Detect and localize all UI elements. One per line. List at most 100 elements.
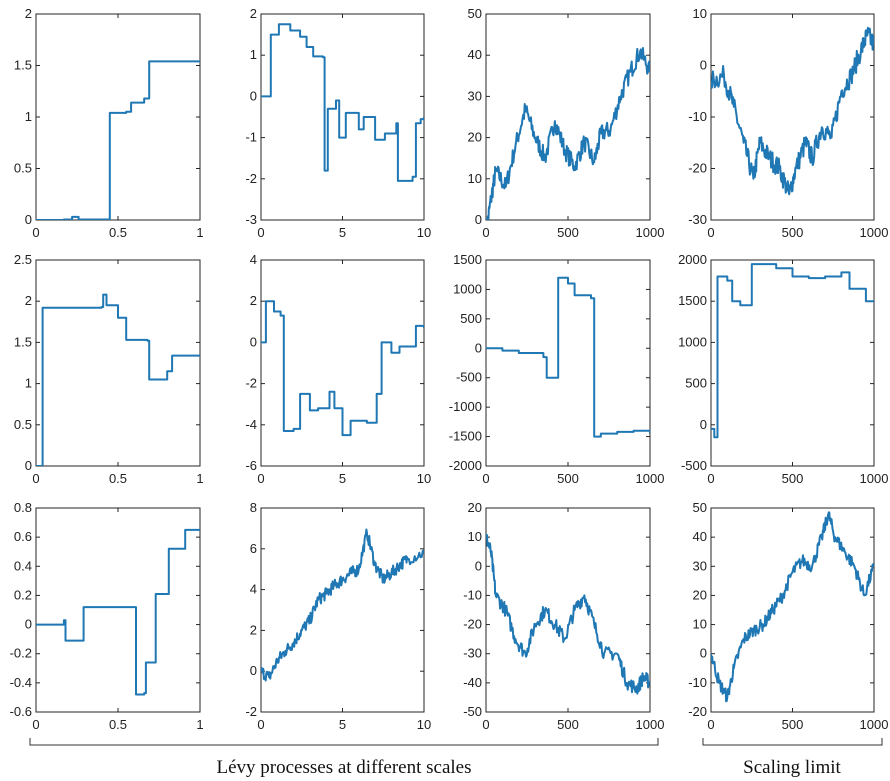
- chart-panel-7: -2000 -1500 -1000 -500 0 500 1000 1500 0 500 1000: [449, 252, 665, 486]
- x-tick-label: 10: [417, 471, 431, 486]
- y-tick-label: -10: [463, 587, 482, 602]
- bottom-brackets: [29, 738, 883, 746]
- x-tick-label: 0.5: [109, 717, 127, 732]
- x-tick-label: 1000: [636, 717, 665, 732]
- y-tick-label: 0: [250, 334, 257, 349]
- x-tick-label: 500: [557, 717, 579, 732]
- series-line: [486, 533, 650, 695]
- y-tick-label: 0.8: [14, 500, 32, 515]
- y-tick-label: -4: [245, 417, 257, 432]
- y-tick-label: 0: [475, 212, 482, 227]
- caption-scaling-limit: Scaling limit: [743, 757, 841, 778]
- y-tick-label: 40: [468, 47, 482, 62]
- y-tick-label: 10: [693, 6, 707, 21]
- y-tick-label: 1000: [453, 281, 482, 296]
- x-tick-label: 1000: [860, 471, 889, 486]
- y-tick-label: 0.5: [14, 161, 32, 176]
- y-tick-label: -2: [245, 704, 257, 719]
- y-tick-label: 0: [700, 646, 707, 661]
- chart-panel-5: 0 0.5 1 1.5 2 2.5 0 0.5 1: [14, 252, 204, 486]
- x-tick-label: 500: [557, 225, 579, 240]
- chart-panel-1: 0 0.5 1 1.5 2 0 0.5 1: [14, 6, 204, 240]
- y-tick-label: 0.6: [14, 529, 32, 544]
- x-tick-label: 1: [196, 717, 203, 732]
- y-tick-label: -20: [688, 704, 707, 719]
- plot-frame: [485, 259, 651, 467]
- x-tick-label: 0.5: [109, 225, 127, 240]
- series-line: [36, 293, 200, 466]
- y-tick-label: -20: [688, 161, 707, 176]
- y-tick-label: -50: [463, 704, 482, 719]
- chart-panel-9: -0.6 -0.4 -0.2 0 0.2 0.4 0.6 0.8 0 0.5 1: [10, 500, 204, 732]
- y-tick-label: 0: [700, 58, 707, 73]
- y-tick-label: 1000: [678, 334, 707, 349]
- caption-levy-processes: Lévy processes at different scales: [217, 757, 472, 778]
- plot-frame: [260, 507, 425, 713]
- x-tick-label: 1000: [860, 717, 889, 732]
- y-tick-label: -3: [245, 212, 257, 227]
- x-tick-label: 0: [482, 717, 489, 732]
- series-line: [711, 263, 874, 439]
- y-tick-label: 2: [250, 6, 257, 21]
- y-tick-label: -0.4: [10, 675, 32, 690]
- series-line: [486, 47, 650, 220]
- y-tick-label: -1500: [449, 429, 482, 444]
- x-tick-label: 1000: [636, 225, 665, 240]
- series-line: [36, 528, 200, 696]
- x-tick-label: 500: [782, 471, 804, 486]
- y-tick-label: 50: [468, 6, 482, 21]
- y-tick-label: 20: [693, 587, 707, 602]
- x-tick-label: 0: [32, 471, 39, 486]
- y-tick-label: -500: [681, 458, 707, 473]
- y-tick-label: 0.2: [14, 587, 32, 602]
- y-tick-label: 0: [475, 340, 482, 355]
- y-tick-label: 0: [250, 88, 257, 103]
- y-tick-label: 2: [25, 293, 32, 308]
- y-tick-label: -40: [463, 675, 482, 690]
- x-tick-label: 0: [257, 717, 264, 732]
- x-tick-label: 10: [417, 225, 431, 240]
- y-tick-label: -2: [245, 171, 257, 186]
- plot-frame: [35, 13, 201, 221]
- y-tick-label: 20: [468, 500, 482, 515]
- y-tick-label: 1500: [453, 252, 482, 267]
- plot-frame: [35, 507, 201, 713]
- y-tick-label: -1: [245, 130, 257, 145]
- y-tick-label: -10: [688, 109, 707, 124]
- y-tick-label: 2000: [678, 252, 707, 267]
- chart-panel-11: -50 -40 -30 -20 -10 0 10 20 0 500 1000: [463, 500, 664, 732]
- y-tick-label: -20: [463, 617, 482, 632]
- y-tick-label: 1.5: [14, 58, 32, 73]
- x-tick-label: 500: [782, 717, 804, 732]
- y-tick-label: 0: [25, 458, 32, 473]
- y-tick-label: 500: [460, 311, 482, 326]
- y-tick-label: -500: [456, 370, 482, 385]
- y-tick-label: 30: [693, 558, 707, 573]
- x-tick-label: 5: [339, 717, 346, 732]
- y-tick-label: 20: [468, 130, 482, 145]
- y-tick-label: 2.5: [14, 252, 32, 267]
- y-tick-label: 50: [693, 500, 707, 515]
- plot-frame: [260, 13, 425, 221]
- y-tick-label: 8: [250, 500, 257, 515]
- y-tick-label: -6: [245, 458, 257, 473]
- x-tick-label: 0: [707, 717, 714, 732]
- y-tick-label: 0: [475, 558, 482, 573]
- x-tick-label: 0: [257, 225, 264, 240]
- y-tick-label: 1500: [678, 293, 707, 308]
- plot-frame: [710, 507, 875, 713]
- y-tick-label: -2000: [449, 458, 482, 473]
- x-tick-label: 0: [257, 471, 264, 486]
- series-line: [711, 26, 874, 196]
- y-tick-label: 0.4: [14, 558, 32, 573]
- x-tick-label: 0.5: [109, 471, 127, 486]
- y-tick-label: -10: [688, 675, 707, 690]
- y-tick-label: 10: [468, 171, 482, 186]
- y-tick-label: 1: [250, 47, 257, 62]
- series-line: [36, 60, 200, 220]
